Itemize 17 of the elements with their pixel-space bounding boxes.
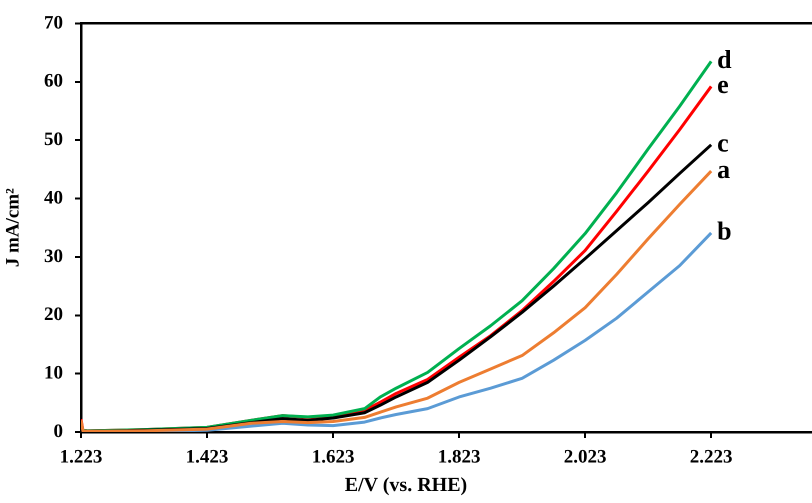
x-tick-label: 1.223 [60, 446, 102, 468]
y-tick-label: 70 [44, 12, 63, 34]
x-axis-title: E/V (vs. RHE) [344, 474, 468, 497]
y-tick-label: 0 [54, 420, 63, 442]
x-tick-label: 2.223 [690, 446, 733, 468]
y-axis-title: J mA/cm² [2, 188, 24, 268]
y-tick-label: 10 [44, 362, 63, 384]
series-label: b [717, 216, 732, 246]
y-tick-label: 40 [44, 187, 63, 208]
x-tick-label: 2.023 [564, 446, 607, 468]
x-tick-label: 1.423 [186, 446, 228, 468]
y-tick-label: 30 [44, 246, 63, 267]
y-tick-label: 60 [44, 70, 63, 92]
y-tick-label: 20 [44, 304, 63, 326]
x-tick-label: 1.623 [312, 446, 354, 468]
y-tick-label: 50 [44, 129, 63, 150]
x-tick-label: 1.823 [438, 446, 480, 468]
